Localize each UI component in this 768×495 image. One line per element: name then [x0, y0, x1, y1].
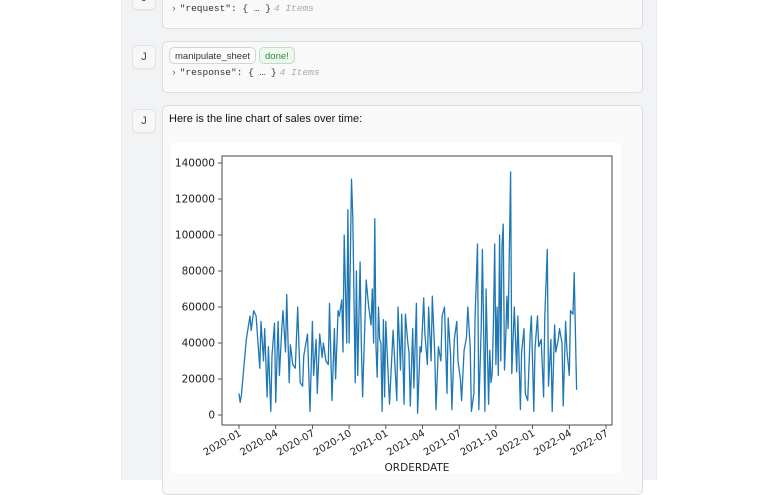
- y-tick-label: 100000: [175, 230, 215, 242]
- tool-name-badge: manipulate_sheet: [169, 47, 256, 64]
- json-key: "response": [179, 67, 237, 78]
- json-collapsed-body: : { … }: [231, 3, 271, 14]
- x-tick-label: 2022-04: [532, 428, 574, 458]
- y-tick-label: 80000: [182, 266, 215, 278]
- avatar: J: [132, 109, 156, 133]
- tool-request-card: › "request": { … } 4 Items: [162, 0, 643, 29]
- tool-response-card: manipulate_sheet done! › "response": { … …: [162, 41, 643, 93]
- x-tick-label: 2021-01: [349, 428, 391, 458]
- json-request-row[interactable]: › "request": { … } 4 Items: [171, 3, 314, 14]
- x-tick-label: 2020-10: [312, 428, 354, 458]
- x-axis-label: ORDERDATE: [385, 462, 450, 473]
- plot-frame: [221, 155, 613, 426]
- avatar: J: [132, 45, 156, 69]
- x-tick-label: 2021-04: [385, 428, 427, 458]
- chart-svg: 0 20000 40000 60000 80000 100000 120000 140000 2…: [175, 155, 613, 474]
- json-collapsed-body: : { … }: [236, 67, 277, 78]
- avatar: J: [132, 0, 156, 10]
- sales-line-chart: 0 20000 40000 60000 80000 100000 120000 140000 2…: [171, 143, 621, 474]
- y-tick-label: 0: [208, 410, 215, 422]
- x-tick-label: 2021-07: [422, 428, 464, 458]
- json-item-count: 4 Items: [279, 67, 320, 78]
- message-text: Here is the line chart of sales over tim…: [169, 113, 363, 125]
- x-tick-label: 2020-07: [275, 428, 317, 458]
- y-tick-label: 20000: [182, 374, 215, 386]
- y-tick-label: 40000: [182, 338, 215, 350]
- x-tick-label: 2022-01: [495, 428, 537, 458]
- json-item-count: 4 Items: [273, 3, 314, 14]
- y-tick-label: 140000: [175, 158, 215, 170]
- expand-caret-icon[interactable]: ›: [171, 67, 177, 78]
- x-tick-label: 2020-01: [202, 428, 244, 458]
- json-response-row[interactable]: › "response": { … } 4 Items: [171, 67, 320, 78]
- status-badge: done!: [259, 47, 295, 64]
- expand-caret-icon[interactable]: ›: [171, 3, 177, 14]
- sales-line: [238, 171, 578, 414]
- x-tick-label: 2020-04: [239, 428, 281, 458]
- json-key: "request": [179, 3, 232, 14]
- x-tick-label: 2022-07: [569, 428, 611, 458]
- y-tick-label: 120000: [175, 194, 215, 206]
- assistant-message-card: Here is the line chart of sales over tim…: [162, 105, 643, 495]
- x-tick-label: 2021-10: [459, 428, 501, 458]
- y-tick-label: 60000: [182, 302, 215, 314]
